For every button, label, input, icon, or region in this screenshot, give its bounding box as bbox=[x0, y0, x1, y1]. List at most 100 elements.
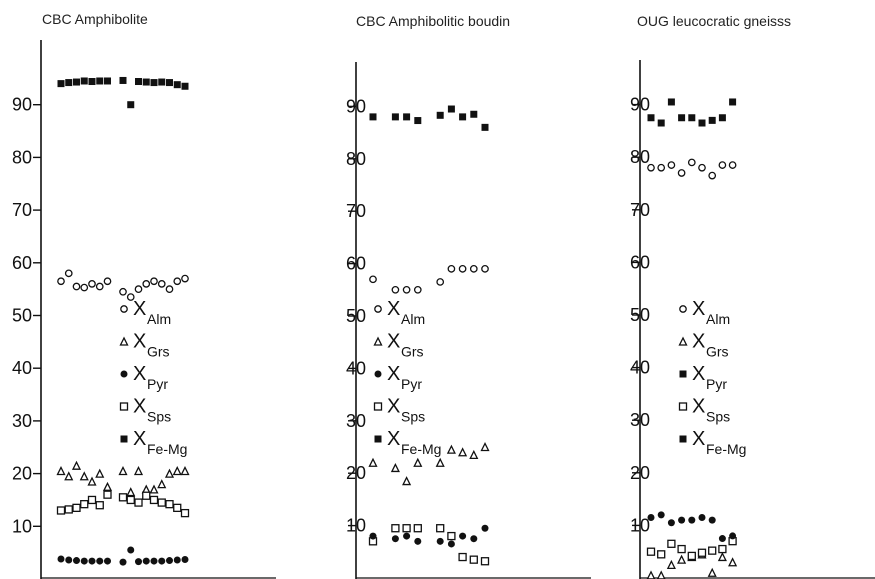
data-point bbox=[403, 113, 411, 121]
data-point bbox=[435, 457, 445, 467]
y-tick-label: 70 bbox=[12, 200, 32, 220]
data-point bbox=[118, 466, 128, 476]
data-point bbox=[697, 548, 707, 557]
data-point bbox=[142, 557, 150, 565]
data-point bbox=[687, 158, 696, 167]
data-point bbox=[104, 77, 111, 85]
legend-subscript: Pyr bbox=[706, 376, 727, 392]
data-point bbox=[180, 508, 190, 518]
y-tick-label: 40 bbox=[630, 358, 650, 378]
data-point bbox=[402, 476, 412, 486]
data-point bbox=[413, 457, 423, 467]
data-point bbox=[172, 466, 182, 476]
legend-label: X bbox=[133, 363, 146, 385]
data-point bbox=[480, 557, 490, 566]
data-point bbox=[677, 169, 686, 177]
legend-subscript: Alm bbox=[401, 311, 425, 327]
data-point bbox=[647, 114, 655, 122]
data-point bbox=[80, 500, 89, 509]
legend-symbol bbox=[373, 336, 383, 346]
legend-symbol bbox=[679, 435, 687, 443]
data-point bbox=[458, 447, 468, 457]
data-point bbox=[717, 552, 727, 562]
data-point bbox=[173, 81, 181, 89]
data-point bbox=[646, 547, 656, 556]
data-point bbox=[57, 277, 65, 286]
data-point bbox=[436, 537, 444, 545]
legend-subscript: Pyr bbox=[401, 376, 422, 392]
y-tick-label: 10 bbox=[630, 515, 650, 535]
data-point bbox=[57, 80, 65, 88]
y-tick-label: 50 bbox=[630, 305, 650, 325]
data-point bbox=[729, 98, 737, 106]
legend-label: X bbox=[692, 331, 705, 353]
data-point bbox=[180, 466, 190, 476]
data-point bbox=[126, 293, 135, 301]
legend-label: X bbox=[133, 428, 146, 450]
panel-title: CBC Amphibolitic boudin bbox=[356, 13, 510, 29]
data-point bbox=[657, 119, 665, 127]
data-point bbox=[119, 76, 127, 84]
data-point bbox=[158, 78, 166, 86]
panel-cbc-amphibolitic-boudin: CBC Amphibolitic boudin 10 20 30 40 50 60 70 80… bbox=[346, 13, 591, 579]
data-point bbox=[469, 555, 478, 564]
data-point bbox=[142, 78, 150, 86]
data-point bbox=[134, 285, 143, 293]
y-tick-label: 80 bbox=[346, 149, 366, 169]
data-point bbox=[150, 79, 158, 87]
panel-oug-leucocratic-gneiss: OUG leucocratic gneisss 10 20 30 40 50 60 70 80… bbox=[630, 13, 875, 579]
data-point bbox=[72, 503, 81, 513]
data-point bbox=[149, 495, 159, 505]
data-point bbox=[657, 163, 666, 172]
data-point bbox=[88, 557, 96, 565]
data-point bbox=[403, 532, 411, 540]
data-point bbox=[126, 495, 135, 505]
data-point bbox=[447, 105, 455, 113]
data-point bbox=[708, 171, 717, 180]
data-point bbox=[657, 511, 665, 519]
legend-label: X bbox=[387, 428, 400, 450]
data-point bbox=[678, 114, 686, 122]
data-point bbox=[103, 490, 112, 499]
data-point bbox=[102, 481, 113, 491]
data-point bbox=[708, 516, 716, 524]
data-point bbox=[667, 539, 676, 548]
data-point bbox=[72, 282, 81, 291]
data-point bbox=[150, 277, 158, 286]
data-point bbox=[56, 466, 66, 476]
data-point bbox=[135, 558, 142, 566]
data-point bbox=[158, 557, 166, 565]
data-point bbox=[79, 471, 89, 481]
y-tick-label: 30 bbox=[346, 411, 366, 431]
legend-subscript: Grs bbox=[706, 344, 729, 360]
legend-label: X bbox=[387, 331, 400, 353]
data-point bbox=[667, 519, 675, 527]
legend-subscript: Alm bbox=[147, 311, 171, 327]
data-point bbox=[157, 498, 166, 507]
data-point bbox=[96, 557, 104, 565]
data-point bbox=[666, 559, 676, 569]
data-point bbox=[157, 479, 167, 489]
data-point bbox=[729, 532, 737, 540]
data-point bbox=[181, 82, 189, 90]
data-point bbox=[447, 531, 456, 541]
data-point bbox=[56, 506, 66, 515]
legend-subscript: Pyr bbox=[147, 376, 168, 392]
legend-label: X bbox=[692, 396, 705, 418]
panel-title: OUG leucocratic gneisss bbox=[637, 13, 791, 29]
data-point bbox=[391, 535, 399, 543]
data-point bbox=[708, 546, 717, 555]
legend-symbol bbox=[120, 305, 128, 313]
y-tick-label: 90 bbox=[12, 95, 32, 115]
y-tick-label: 80 bbox=[12, 147, 32, 167]
data-point bbox=[165, 500, 174, 509]
data-point bbox=[103, 277, 112, 286]
data-point bbox=[459, 113, 467, 121]
data-point bbox=[678, 516, 686, 524]
legend-label: X bbox=[692, 298, 705, 320]
data-point bbox=[64, 505, 73, 514]
y-tick-label: 10 bbox=[346, 516, 366, 536]
data-point bbox=[126, 487, 136, 497]
legend-subscript: Sps bbox=[401, 409, 425, 425]
legend-label: X bbox=[133, 396, 146, 418]
